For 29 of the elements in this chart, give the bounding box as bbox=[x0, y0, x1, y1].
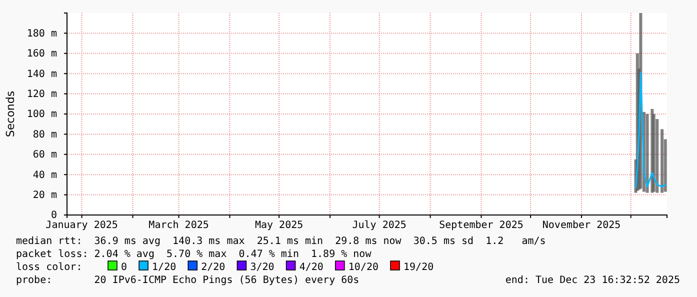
y-tick-label: 180 m bbox=[26, 28, 57, 40]
y-tick-label: 40 m bbox=[32, 170, 57, 181]
legend-label: 19/20 bbox=[404, 262, 434, 273]
y-tick-label: 160 m bbox=[26, 48, 57, 60]
x-tick-label: March 2025 bbox=[148, 220, 209, 232]
legend-label: 0 bbox=[121, 262, 128, 273]
y-tick-label: 100 m bbox=[26, 109, 57, 120]
legend-label: 10/20 bbox=[348, 262, 379, 273]
legend-label: 4/20 bbox=[299, 262, 324, 273]
legend-title: loss color: bbox=[16, 262, 82, 273]
text: median rtt: 36.9 ms avg 140.3 ms max 25.1 ms min 29.8 ms now 30.5 ms sd 1.2 am/s bbox=[16, 236, 546, 247]
y-tick-label: 20 m bbox=[32, 190, 57, 201]
y-tick-label: 120 m bbox=[26, 89, 57, 100]
legend-label: 1/20 bbox=[152, 262, 176, 273]
x-tick-label: May 2025 bbox=[254, 220, 304, 232]
y-tick-label: 80 m bbox=[32, 129, 57, 140]
x-tick-label: July 2025 bbox=[352, 220, 406, 232]
y-tick-label: 60 m bbox=[32, 150, 57, 161]
x-tick-label: September 2025 bbox=[439, 220, 524, 232]
x-tick-label: January 2025 bbox=[46, 220, 118, 232]
legend-label: 3/20 bbox=[250, 262, 274, 273]
y-tick-label: 140 m bbox=[26, 68, 57, 80]
x-tick-label: November 2025 bbox=[542, 220, 621, 232]
text: end: Tue Dec 23 16:32:52 2025 bbox=[505, 275, 680, 286]
y-axis-title: Seconds bbox=[4, 90, 17, 138]
text: packet loss: 2.04 % avg 5.70 % max 0.47 % min 1.89 % now bbox=[16, 249, 372, 260]
y-tick-label: 0 bbox=[50, 210, 57, 222]
text: probe: 20 IPv6-ICMP Echo Pings (56 Bytes) every 60s bbox=[16, 275, 360, 286]
legend-label: 2/20 bbox=[201, 262, 226, 273]
